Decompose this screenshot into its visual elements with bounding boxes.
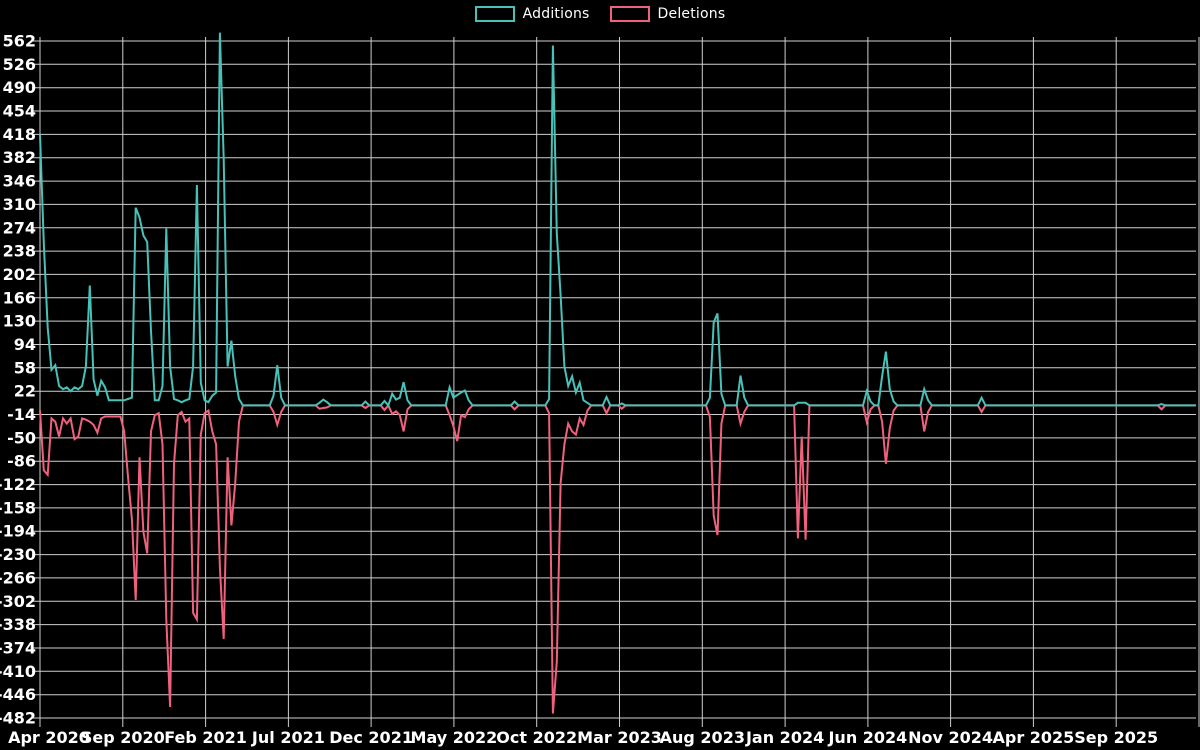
legend-item-deletions[interactable]: Deletions [609,6,726,22]
additions-line [39,32,1196,408]
x-tick-label: Feb 2021 [164,728,247,747]
y-tick-label: 526 [3,55,36,74]
deletions-line [39,403,1196,714]
y-tick-label: -86 [7,452,36,471]
y-tick-label: 382 [3,148,36,167]
y-axis-labels: 562 526 490 454 418 382 346 310 274 238 202 166 130 9… [0,32,36,728]
y-tick-label: 22 [14,382,36,401]
gridlines [32,37,1200,727]
x-tick-label: Apr 2025 [992,728,1074,747]
y-tick-label: 58 [14,358,36,377]
x-tick-label: Dec 2021 [329,728,413,747]
y-tick-label: 202 [3,265,36,284]
y-tick-label: 310 [3,195,36,214]
y-tick-label: 166 [3,288,36,307]
y-tick-label: 418 [3,125,36,144]
y-tick-label: 454 [3,102,36,121]
x-tick-label: Jan 2024 [745,728,824,747]
y-tick-label: 238 [3,242,36,261]
y-tick-label: 94 [14,335,36,354]
x-tick-label: Oct 2022 [496,728,577,747]
y-tick-label: -230 [0,545,36,564]
y-tick-label: 562 [3,32,36,51]
legend-label-deletions: Deletions [657,6,726,22]
y-tick-label: -338 [0,615,36,634]
y-tick-label: -122 [0,475,36,494]
chart-legend: Additions Deletions [0,6,1200,22]
x-tick-label: Mar 2023 [577,728,662,747]
y-tick-label: 130 [3,312,36,331]
x-tick-label: Nov 2024 [908,728,993,747]
y-tick-label: -14 [7,405,36,424]
deletions-swatch-icon [609,6,650,22]
x-tick-label: Apr 2020 [8,728,90,747]
y-tick-label: -482 [0,709,36,728]
y-tick-label: 490 [3,78,36,97]
x-tick-label: Jul 2021 [251,728,325,747]
legend-item-additions[interactable]: Additions [474,6,590,22]
y-tick-label: -194 [0,522,36,541]
y-tick-label: -50 [7,428,36,447]
x-tick-label: Sep 2020 [81,728,165,747]
y-tick-label: -410 [0,662,36,681]
y-tick-label: -266 [0,568,36,587]
legend-label-additions: Additions [522,6,590,22]
x-tick-label: May 2022 [411,728,498,747]
y-tick-label: -446 [0,685,36,704]
y-tick-label: -302 [0,592,36,611]
x-tick-label: Aug 2023 [660,728,745,747]
y-tick-label: 274 [3,218,36,237]
y-tick-label: -374 [0,639,36,658]
x-tick-label: Jun 2024 [827,728,907,747]
y-tick-label: -158 [0,498,36,517]
x-tick-label: Sep 2025 [1074,728,1158,747]
y-tick-label: 346 [3,172,36,191]
additions-swatch-icon [474,6,515,22]
